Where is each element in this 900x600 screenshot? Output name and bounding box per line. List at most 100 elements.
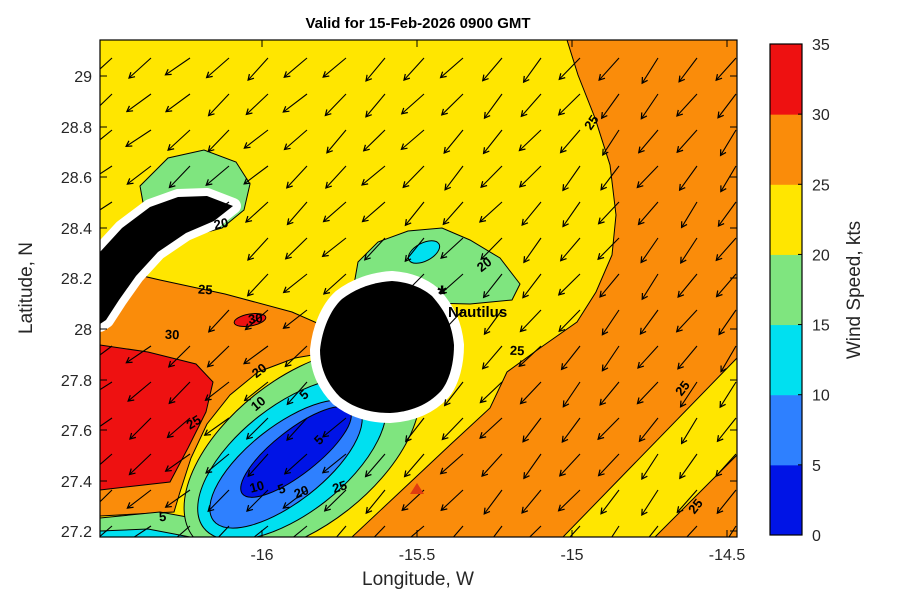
- wind-arrow: [205, 57, 230, 79]
- nautilus-marker-icon: *: [437, 281, 447, 308]
- wind-arrow: [325, 165, 347, 189]
- wind-arrow: [243, 129, 269, 149]
- wind-arrow: [440, 237, 464, 259]
- contour-label: 25: [198, 282, 213, 298]
- wind-arrow: [677, 345, 698, 370]
- wind-arrow: [678, 165, 698, 192]
- wind-arrow: [204, 381, 230, 402]
- wind-arrow: [481, 57, 503, 82]
- wind-arrow: [600, 165, 620, 191]
- wind-arrow: [520, 93, 542, 118]
- wind-arrow: [168, 165, 191, 189]
- wind-arrow: [478, 201, 503, 223]
- wind-arrow: [479, 417, 503, 440]
- wind-arrow: [718, 309, 737, 336]
- wind-arrow: [439, 273, 464, 295]
- wind-arrow: [482, 273, 503, 299]
- wind-arrow: [441, 309, 464, 333]
- wind-arrow: [207, 309, 230, 333]
- wind-arrow: [243, 345, 269, 365]
- wind-arrow: [207, 489, 230, 513]
- wind-arrow: [679, 381, 698, 408]
- y-tick-label: 27.2: [61, 524, 92, 541]
- wind-arrow: [282, 273, 308, 294]
- wind-arrow: [125, 525, 152, 537]
- wind-arrow: [292, 525, 308, 537]
- wind-arrow: [481, 345, 503, 370]
- red-triangle-marker: [410, 483, 424, 494]
- wind-arrow: [562, 201, 581, 228]
- contour-label: 30: [165, 327, 180, 342]
- colorbar-band: [770, 184, 802, 255]
- wind-arrow: [126, 489, 152, 509]
- wind-arrow: [282, 489, 308, 509]
- wind-arrow: [597, 417, 620, 441]
- wind-arrow: [641, 273, 659, 301]
- wind-arrow: [676, 489, 698, 514]
- wind-arrow: [675, 309, 698, 333]
- wind-arrow: [558, 309, 581, 333]
- wind-arrow: [611, 525, 620, 537]
- wind-arrow: [324, 93, 347, 117]
- wind-arrow: [364, 453, 386, 478]
- y-axis-label: Latitude, N: [16, 242, 37, 334]
- wind-arrow: [558, 453, 581, 477]
- wind-arrow: [283, 453, 308, 475]
- wind-arrow: [362, 129, 386, 152]
- wind-arrow: [129, 417, 152, 440]
- wind-arrow: [443, 381, 464, 407]
- wind-arrow: [720, 165, 737, 193]
- wind-arrow: [636, 381, 659, 405]
- wind-arrow: [402, 165, 425, 189]
- wind-arrow: [286, 201, 308, 226]
- wind-arrow: [479, 381, 503, 404]
- wind-arrow: [164, 57, 191, 76]
- field-yellow-strip-bottom-right: [562, 357, 737, 537]
- contour-label: 20: [292, 482, 311, 501]
- wind-arrow: [365, 93, 386, 118]
- wind-arrow: [597, 201, 620, 225]
- field-red-core-30-35: [100, 344, 214, 491]
- contour-label: 20: [212, 215, 229, 233]
- wind-arrow: [323, 489, 347, 512]
- wind-arrow: [480, 165, 503, 189]
- wind-arrow: [640, 93, 659, 120]
- wind-arrow: [100, 489, 113, 503]
- wind-arrow: [558, 57, 581, 81]
- wind-arrow: [246, 273, 269, 297]
- wind-arrow: [482, 129, 503, 155]
- wind-arrow: [557, 93, 581, 116]
- wind-arrow: [205, 165, 230, 186]
- wind-arrow: [127, 381, 152, 402]
- wind-arrow: [559, 237, 581, 262]
- y-tick-label: 29: [74, 69, 92, 86]
- wind-arrow: [247, 237, 269, 261]
- wind-arrow: [522, 273, 542, 299]
- wind-arrow: [518, 129, 542, 152]
- y-tick-label: 28.6: [61, 170, 92, 187]
- wind-arrow: [677, 273, 698, 298]
- wind-arrow: [400, 93, 425, 115]
- y-tick-label: 27.4: [61, 474, 92, 491]
- wind-arrow: [286, 417, 308, 441]
- wind-arrow: [322, 273, 347, 295]
- colorbar-band: [770, 464, 802, 536]
- wind-arrow: [676, 93, 698, 117]
- wind-arrow: [166, 417, 191, 439]
- wind-arrow: [125, 129, 152, 148]
- central-island-landmass: [320, 281, 454, 413]
- y-tick-label: 28.2: [61, 271, 92, 288]
- wind-arrow: [125, 345, 152, 364]
- nw-island-landmass: [100, 196, 233, 324]
- colorbar-band: [770, 254, 802, 326]
- colorbar-tick-label: 30: [812, 107, 830, 124]
- wind-arrow: [637, 129, 659, 154]
- x-axis-label: Longitude, W: [362, 569, 474, 590]
- wind-arrow: [335, 525, 347, 537]
- wind-arrow: [557, 489, 581, 512]
- wind-arrow: [100, 381, 113, 391]
- wind-arrow: [442, 201, 464, 226]
- x-tick-label: -16: [250, 547, 273, 564]
- wind-arrow: [128, 57, 152, 79]
